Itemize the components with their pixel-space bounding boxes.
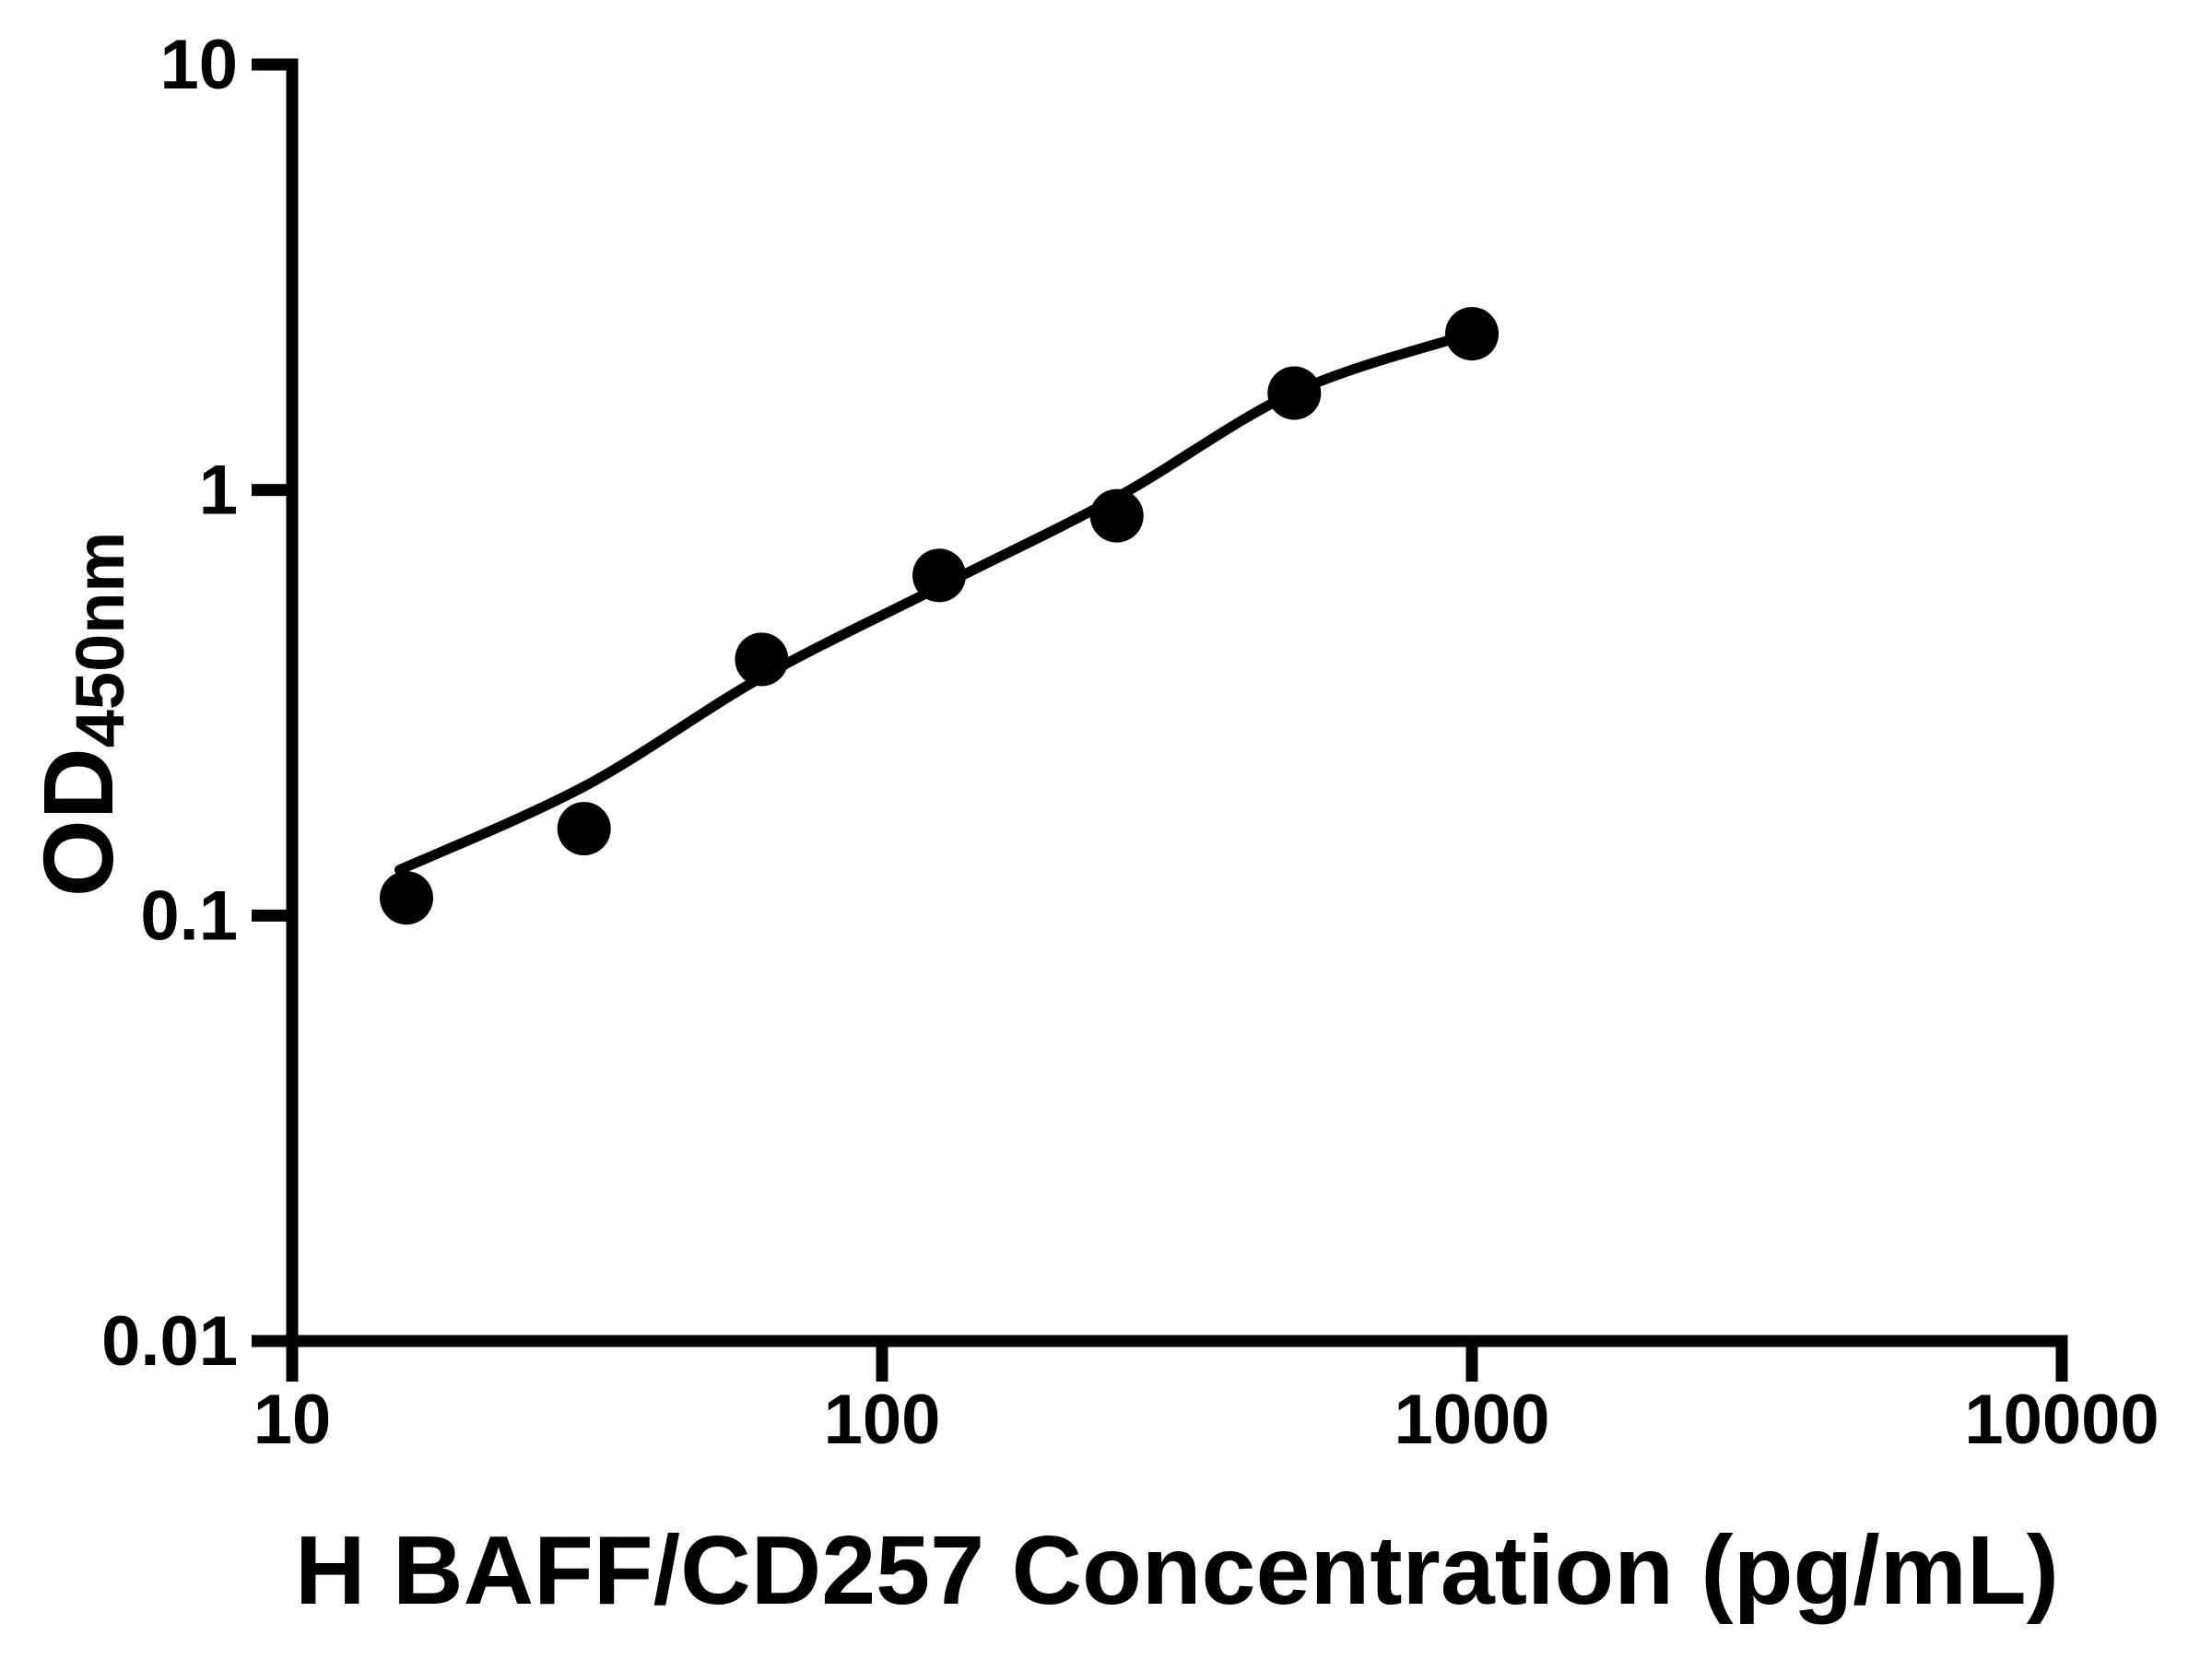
y-tick-label: 0.01 [101, 1302, 238, 1381]
y-tick-label: 0.1 [140, 877, 238, 955]
y-tick-label: 10 [159, 26, 238, 104]
x-tick-label: 10 [253, 1381, 332, 1459]
data-point [380, 871, 433, 925]
y-tick-label: 1 [199, 452, 238, 530]
axis-frame [286, 58, 2068, 1347]
data-point [557, 802, 611, 856]
data-point [735, 632, 789, 687]
x-tick-label: 100 [824, 1381, 941, 1459]
data-point [1445, 307, 1499, 361]
x-tick-label: 10000 [1964, 1381, 2159, 1459]
x-tick-label: 1000 [1394, 1381, 1549, 1459]
y-axis-title: OD450nm [22, 532, 138, 897]
y-axis-title-sub: 450nm [62, 532, 138, 747]
y-axis-title-main: OD [22, 747, 134, 897]
data-point [1267, 366, 1322, 420]
data-point [912, 548, 966, 603]
data-point [1089, 488, 1144, 543]
x-axis-title: H BAFF/CD257 Concentration (pg/mL) [295, 1516, 2059, 1625]
